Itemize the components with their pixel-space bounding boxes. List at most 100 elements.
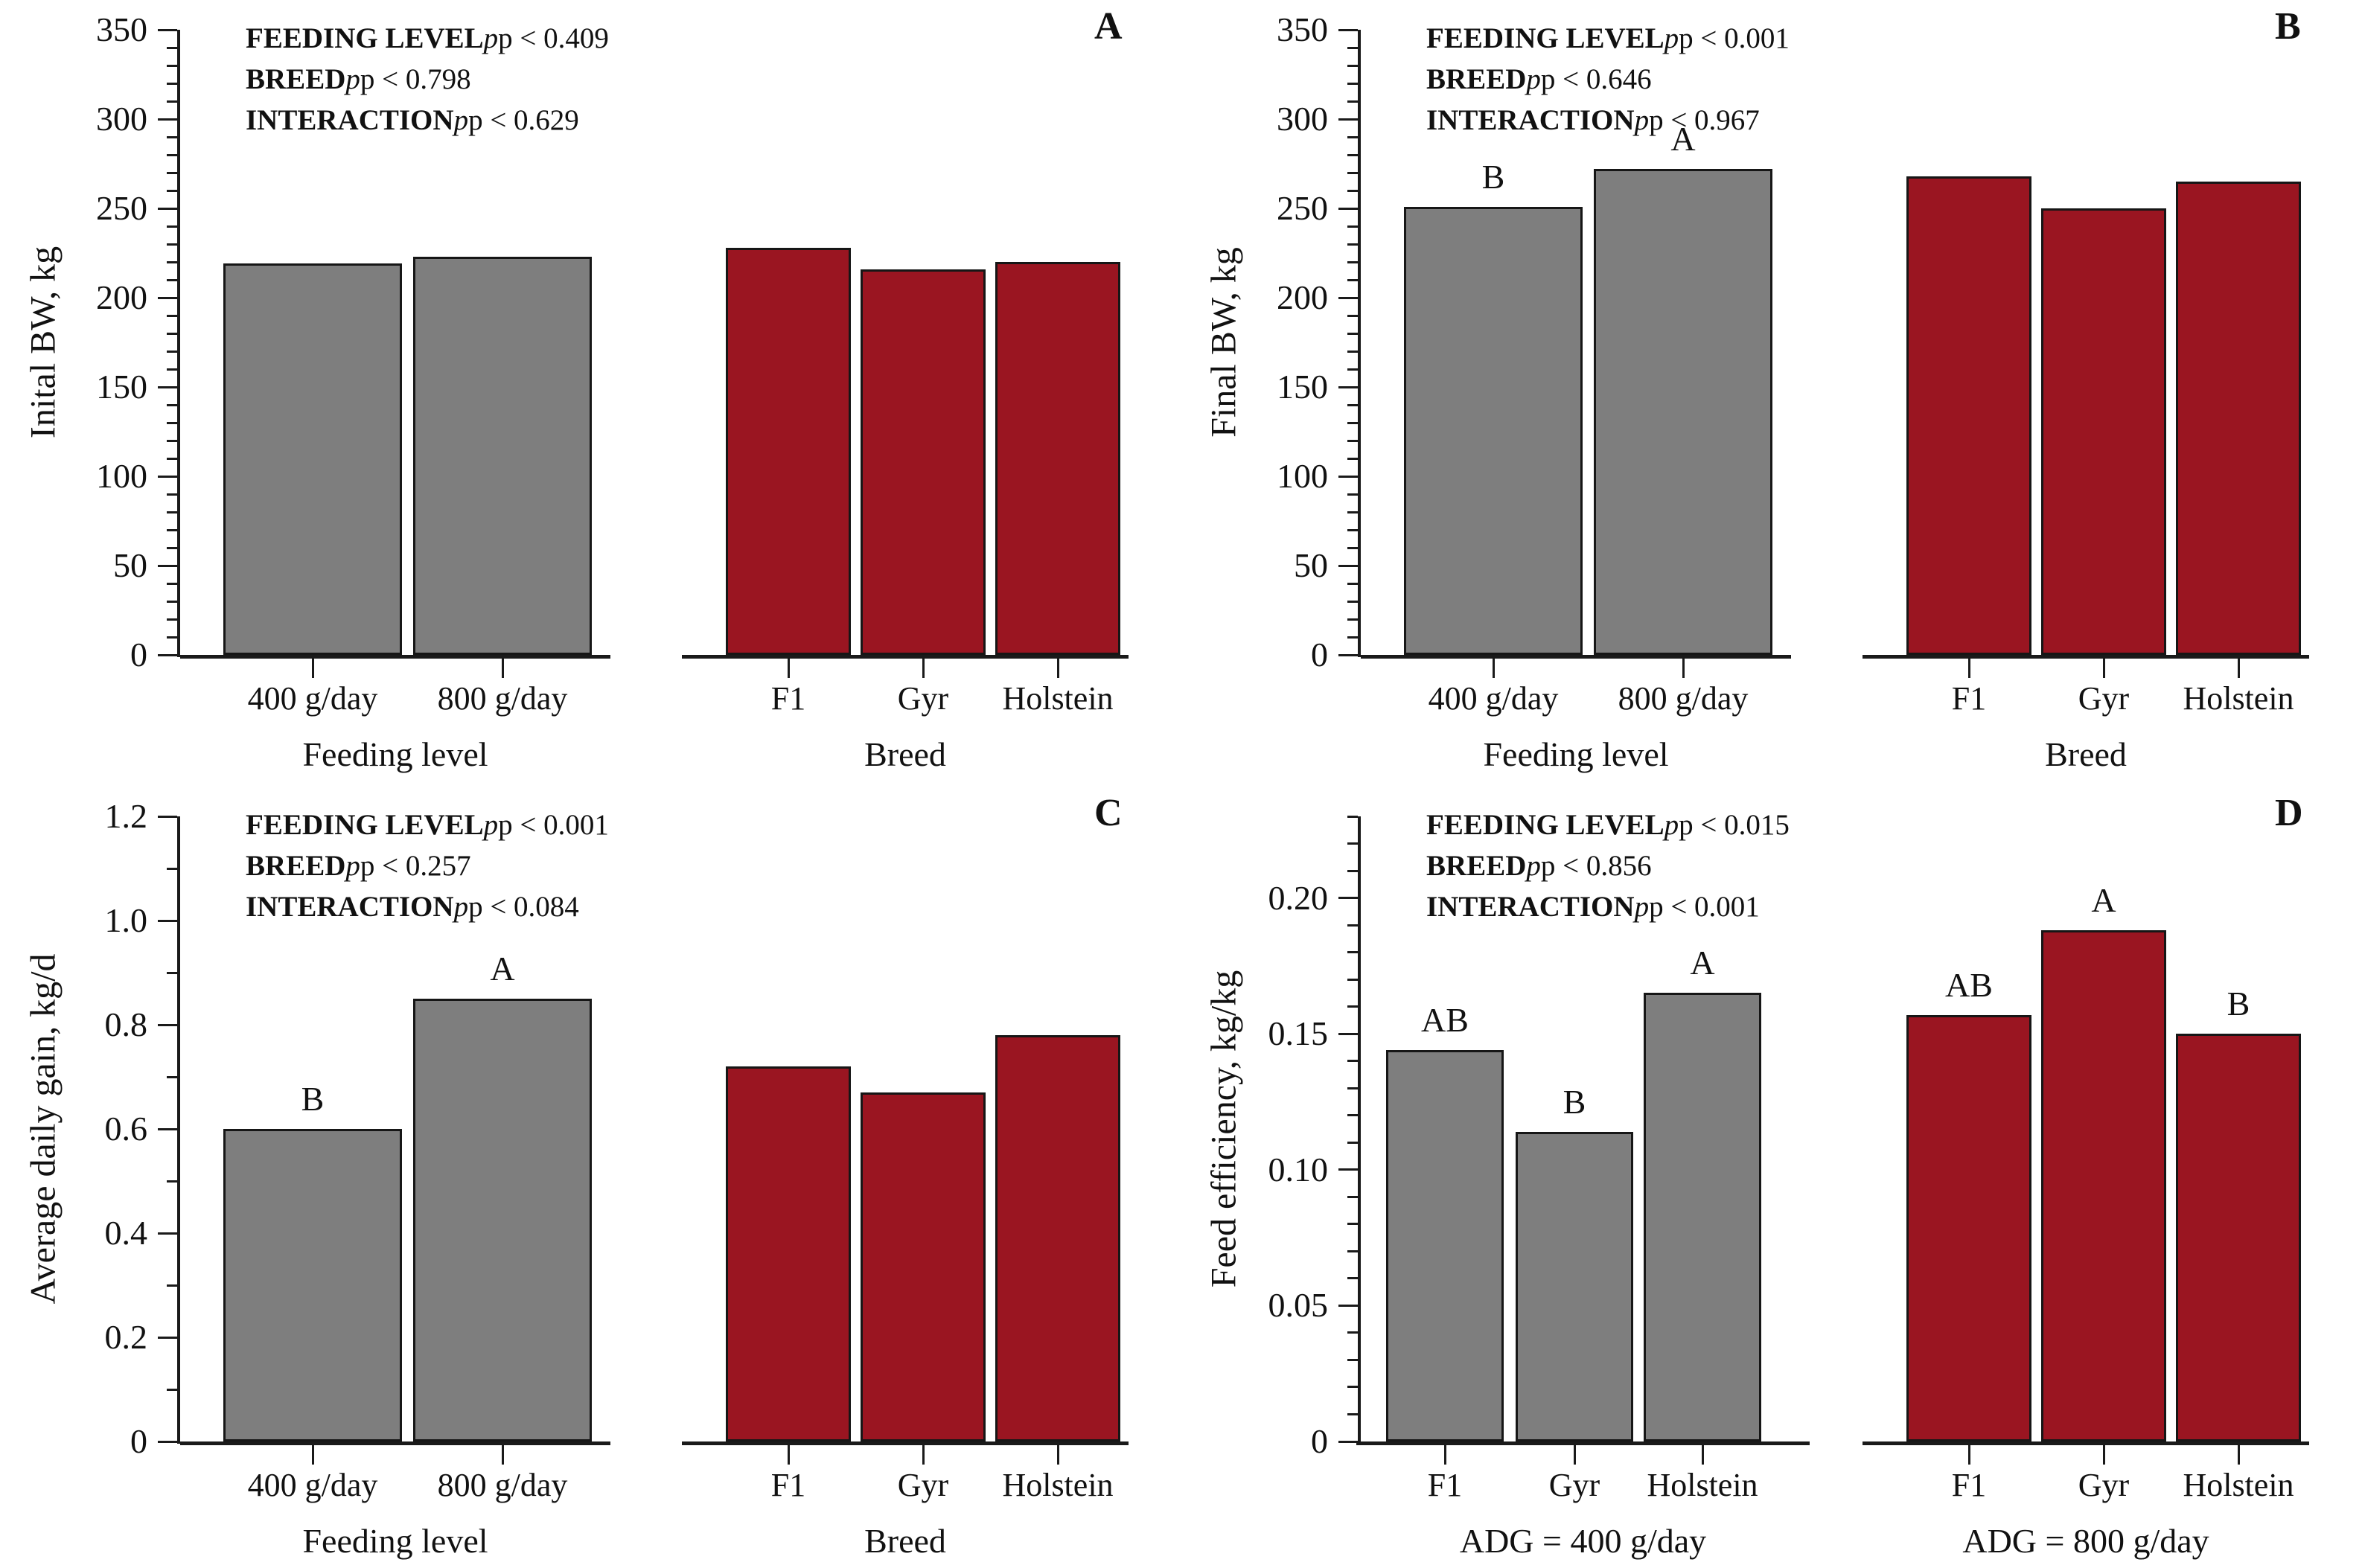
stats-line: BREEDpp < 0.856 [1426,845,1790,886]
y-axis-minor-tick [167,46,177,49]
y-axis-minor-tick [1347,1331,1358,1334]
y-axis-minor-tick [1347,1114,1358,1117]
x-axis-category-label: Gyr [897,1467,949,1503]
x-axis-tick [1967,659,1970,678]
y-axis-minor-tick [1347,528,1358,531]
y-axis-tick-label: 350 [1277,10,1328,48]
y-axis-minor-tick [1347,260,1358,263]
x-axis-baseline [180,1441,610,1445]
y-axis-minor-tick [1347,1195,1358,1198]
y-axis-major-tick [1338,1168,1358,1171]
y-axis-title: Inital BW, kg [23,246,63,439]
stats-p-italic: p [1664,22,1679,54]
stats-p-value: p < 0.001 [1679,22,1790,54]
y-axis-tick-label: 0.6 [104,1110,148,1148]
y-axis-major-tick [158,1232,177,1235]
bar-gyr [1516,1131,1633,1441]
stats-p-value: p < 0.856 [1540,850,1652,882]
chart-panel-B: Final BW, kg 0 50 100 150 200 250 300 350 FEEDING… [1181,0,2362,781]
bar-holstein [2176,1034,2301,1441]
y-axis-major-tick [158,28,177,31]
x-axis-baseline [1361,655,1791,659]
y-axis-tick-label: 0 [1311,1422,1328,1460]
y-axis-major-tick [1338,296,1358,299]
y-axis-minor-tick [167,600,177,603]
y-axis-minor-tick [167,278,177,281]
x-axis-baseline [682,1441,1129,1445]
bar-holstein [1644,993,1761,1441]
y-axis-major-tick [1338,1032,1358,1035]
stats-line: INTERACTIONpp < 0.001 [1426,886,1790,927]
y-axis-minor-tick [1347,225,1358,228]
y-axis-minor-tick [1347,243,1358,246]
stats-block: FEEDING LEVELpp < 0.409 BREEDpp < 0.798 IN… [246,18,609,141]
significance-letter: B [2227,985,2250,1023]
stats-factor-label: INTERACTION [1426,104,1635,136]
stats-factor-label: FEEDING LEVEL [1426,809,1664,841]
chart-panel-C: Average daily gain, kg/d 0 0.2 0.4 0.6 0.8 1.0… [0,787,1181,1568]
bar-800-g-day [413,256,592,655]
x-axis-category-label: 800 g/day [1618,680,1749,717]
x-axis-tick [311,659,314,678]
y-axis-major-tick [1338,385,1358,388]
x-axis-tick [1492,659,1495,678]
y-axis-minor-tick [167,332,177,335]
stats-line: BREEDpp < 0.798 [246,59,609,100]
y-axis-minor-tick [167,1075,177,1078]
stats-p-italic: p [1634,104,1650,136]
y-axis-minor-tick [1347,951,1358,954]
y-axis-minor-tick [167,1388,177,1391]
y-axis-major-tick [1338,1440,1358,1443]
x-axis-tick [2237,1445,2240,1465]
x-axis-tick [787,1445,790,1465]
y-axis-tick-label: 0.05 [1268,1286,1329,1325]
significance-letter: A [1690,944,1715,982]
stats-block: FEEDING LEVELpp < 0.001 BREEDpp < 0.257 IN… [246,804,609,927]
y-axis-minor-tick [1347,493,1358,496]
stats-p-value: p < 0.001 [498,809,609,841]
y-axis-line [177,30,180,657]
y-axis-minor-tick [167,243,177,246]
stats-block: FEEDING LEVELpp < 0.015 BREEDpp < 0.856 IN… [1426,804,1790,927]
y-axis-tick-label: 250 [96,189,147,227]
y-axis-minor-tick [1347,815,1358,818]
y-axis-major-tick [158,1440,177,1443]
y-axis-minor-tick [1347,46,1358,49]
bar-f1 [1386,1050,1504,1441]
stats-factor-label: BREED [1426,850,1527,882]
group-axis-label: ADG = 800 g/day [1962,1522,2209,1560]
y-axis-minor-tick [167,511,177,513]
y-axis-tick-label: 0.10 [1268,1150,1329,1188]
y-axis-minor-tick [1347,350,1358,353]
x-axis-baseline [1863,655,2309,659]
group-axis-label: ADG = 400 g/day [1459,1522,1707,1560]
y-axis-minor-tick [167,64,177,67]
y-axis-minor-tick [1347,171,1358,174]
x-axis-tick [1056,1445,1059,1465]
bar-f1 [726,247,851,655]
bar-f1 [1906,1014,2031,1441]
x-axis-tick [2102,1445,2105,1465]
stats-line: FEEDING LEVELpp < 0.001 [246,804,609,845]
y-axis-major-tick [1338,28,1358,31]
y-axis-tick-label: 250 [1277,189,1328,227]
y-axis-minor-tick [167,421,177,424]
bar-gyr [2041,208,2166,655]
y-axis-tick-label: 0 [130,1422,147,1460]
x-axis-baseline [1863,1441,2309,1445]
y-axis-minor-tick [167,971,177,974]
bar-holstein [995,1035,1120,1441]
stats-p-italic: p [1526,63,1541,95]
y-axis-minor-tick [167,636,177,639]
y-axis-minor-tick [167,171,177,174]
stats-factor-label: FEEDING LEVEL [246,22,484,54]
x-axis-tick [922,1445,925,1465]
y-axis-tick-label: 300 [96,100,147,138]
stats-p-value: p < 0.015 [1679,809,1790,841]
y-axis-major-tick [1338,897,1358,900]
y-axis-minor-tick [167,135,177,138]
bar-gyr [2041,930,2166,1441]
y-axis-minor-tick [167,1284,177,1287]
y-axis-major-tick [1338,1304,1358,1307]
